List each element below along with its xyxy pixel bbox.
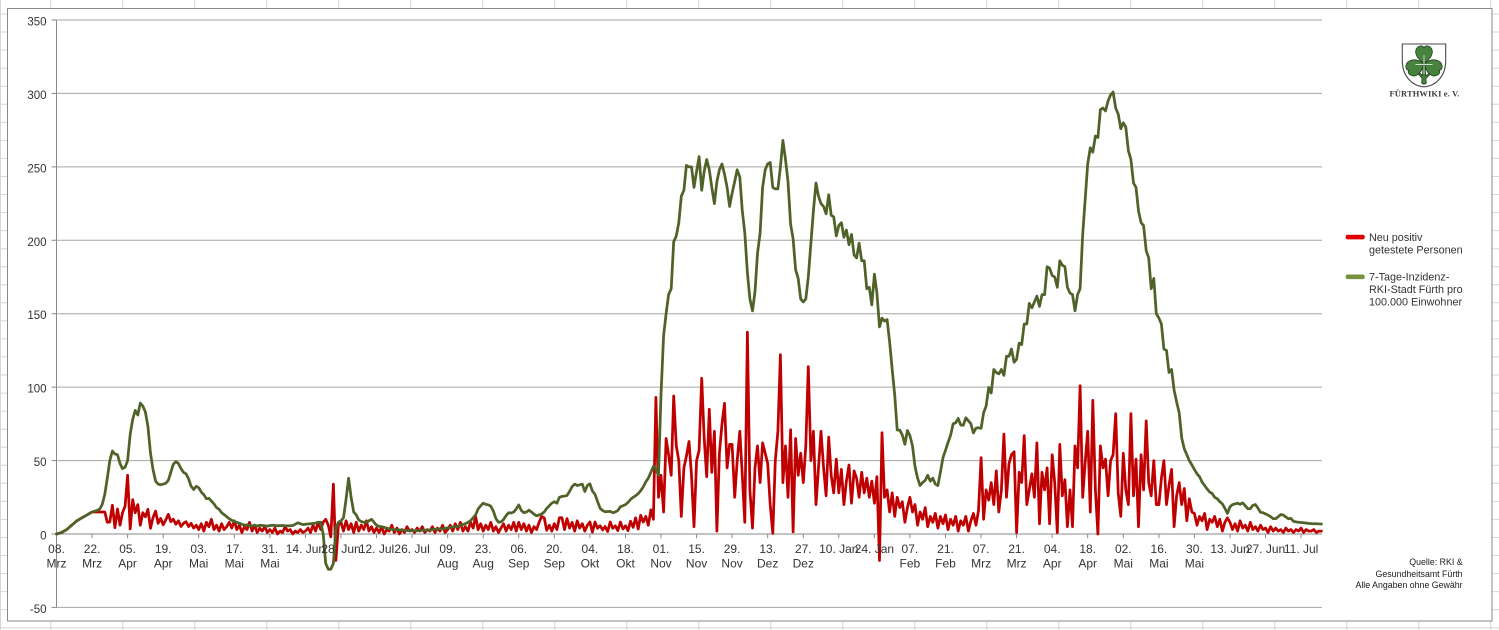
- svg-text:Mrz: Mrz: [1007, 557, 1027, 571]
- svg-text:26. Jul: 26. Jul: [394, 542, 429, 556]
- svg-text:13. Jun: 13. Jun: [1210, 542, 1249, 556]
- svg-text:350: 350: [27, 17, 46, 29]
- svg-text:31.: 31.: [262, 542, 279, 556]
- svg-text:04.: 04.: [1044, 542, 1061, 556]
- svg-text:05.: 05.: [119, 542, 136, 556]
- svg-text:getestete Personen: getestete Personen: [1369, 245, 1463, 257]
- svg-text:Feb: Feb: [935, 557, 956, 571]
- svg-text:14. Jun: 14. Jun: [286, 542, 325, 556]
- svg-text:30.: 30.: [1186, 542, 1203, 556]
- svg-text:09.: 09.: [439, 542, 456, 556]
- svg-text:18.: 18.: [617, 542, 634, 556]
- svg-text:Aug: Aug: [437, 557, 458, 571]
- svg-text:02.: 02.: [1115, 542, 1132, 556]
- svg-text:Mrz: Mrz: [971, 557, 991, 571]
- svg-text:100.000 Einwohner: 100.000 Einwohner: [1369, 297, 1462, 309]
- svg-text:Mai: Mai: [1114, 557, 1133, 571]
- svg-text:Alle Angaben ohne Gewähr: Alle Angaben ohne Gewähr: [1355, 580, 1462, 590]
- svg-text:Nov: Nov: [650, 557, 671, 571]
- svg-text:27. Jun: 27. Jun: [1246, 542, 1285, 556]
- svg-text:27.: 27.: [795, 542, 812, 556]
- svg-text:Gesundheitsamt Fürth: Gesundheitsamt Fürth: [1376, 569, 1463, 579]
- svg-text:07.: 07.: [973, 542, 990, 556]
- svg-text:22.: 22.: [84, 542, 101, 556]
- svg-text:7-Tage-Inzidenz-: 7-Tage-Inzidenz-: [1369, 272, 1450, 284]
- svg-text:250: 250: [27, 163, 46, 175]
- svg-text:FÜRTHWIKI e. V.: FÜRTHWIKI e. V.: [1389, 89, 1459, 99]
- svg-text:16.: 16.: [1151, 542, 1168, 556]
- svg-text:19.: 19.: [155, 542, 172, 556]
- svg-text:12. Jul: 12. Jul: [359, 542, 394, 556]
- svg-text:07.: 07.: [902, 542, 919, 556]
- svg-text:Mai: Mai: [225, 557, 244, 571]
- svg-text:13.: 13.: [759, 542, 776, 556]
- svg-text:17.: 17.: [226, 542, 243, 556]
- svg-text:150: 150: [27, 310, 46, 322]
- svg-text:200: 200: [27, 237, 46, 249]
- svg-text:Sep: Sep: [544, 557, 566, 571]
- svg-text:10. Jan: 10. Jan: [819, 542, 858, 556]
- svg-text:Apr: Apr: [1078, 557, 1097, 571]
- svg-text:RKI-Stadt Fürth pro: RKI-Stadt Fürth pro: [1369, 284, 1463, 296]
- svg-text:23.: 23.: [475, 542, 492, 556]
- svg-text:Nov: Nov: [686, 557, 707, 571]
- svg-text:Okt: Okt: [616, 557, 635, 571]
- svg-text:Quelle: RKI &: Quelle: RKI &: [1409, 557, 1462, 567]
- svg-text:15.: 15.: [688, 542, 705, 556]
- svg-text:Feb: Feb: [900, 557, 921, 571]
- svg-text:21.: 21.: [1008, 542, 1025, 556]
- svg-text:08.: 08.: [48, 542, 65, 556]
- svg-text:Nov: Nov: [721, 557, 742, 571]
- svg-text:-50: -50: [30, 604, 47, 616]
- svg-text:18.: 18.: [1079, 542, 1096, 556]
- svg-text:100: 100: [27, 384, 46, 396]
- svg-text:300: 300: [27, 90, 46, 102]
- svg-text:Apr: Apr: [154, 557, 173, 571]
- svg-text:03.: 03.: [190, 542, 207, 556]
- svg-text:06.: 06.: [510, 542, 527, 556]
- svg-text:0: 0: [40, 531, 46, 543]
- svg-text:Okt: Okt: [581, 557, 600, 571]
- svg-text:Dez: Dez: [793, 557, 814, 571]
- svg-text:Mai: Mai: [1149, 557, 1168, 571]
- svg-text:Mrz: Mrz: [47, 557, 67, 571]
- svg-text:Mrz: Mrz: [82, 557, 102, 571]
- svg-text:Apr: Apr: [1043, 557, 1062, 571]
- svg-text:Dez: Dez: [757, 557, 778, 571]
- svg-text:Neu positiv: Neu positiv: [1369, 232, 1423, 244]
- svg-text:01.: 01.: [653, 542, 670, 556]
- svg-text:Mai: Mai: [260, 557, 279, 571]
- svg-text:04.: 04.: [582, 542, 599, 556]
- svg-text:Mai: Mai: [1185, 557, 1204, 571]
- svg-text:Sep: Sep: [508, 557, 530, 571]
- svg-text:Apr: Apr: [118, 557, 137, 571]
- svg-text:20.: 20.: [546, 542, 563, 556]
- svg-text:21.: 21.: [937, 542, 954, 556]
- svg-text:11. Jul: 11. Jul: [1284, 542, 1318, 556]
- svg-text:50: 50: [34, 457, 47, 469]
- svg-text:Mai: Mai: [189, 557, 208, 571]
- svg-text:Aug: Aug: [473, 557, 494, 571]
- svg-text:24. Jan: 24. Jan: [855, 542, 894, 556]
- svg-text:28. Jun: 28. Jun: [321, 542, 360, 556]
- svg-text:29.: 29.: [724, 542, 741, 556]
